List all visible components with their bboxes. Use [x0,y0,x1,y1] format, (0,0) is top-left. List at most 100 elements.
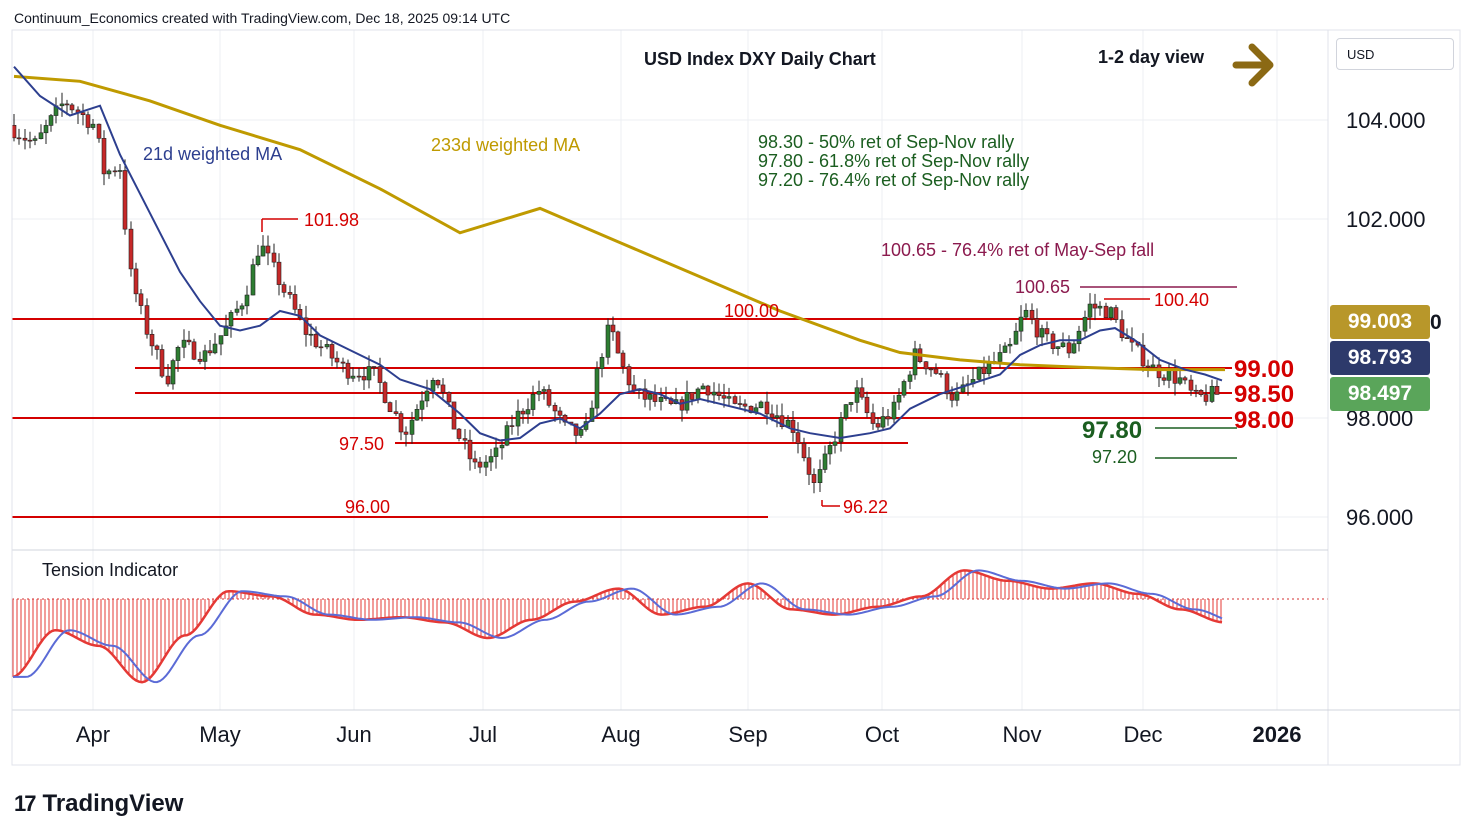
candle-body [1108,307,1114,318]
candle-body [1034,318,1040,338]
candle-body [1140,344,1146,367]
candle-body [806,457,812,475]
x-tick-label: Apr [76,722,110,747]
candle-body [610,324,616,333]
candle-body [197,358,203,362]
candle-body [324,344,330,348]
tension-indicator [12,569,1328,684]
x-tick-label: Dec [1123,722,1162,747]
candle-body [377,366,383,383]
fib-retracement-note: 98.30 - 50% ret of Sep-Nov rally [758,132,1014,152]
retracement-note: 100.65 - 76.4% ret of May-Sep fall [881,240,1154,260]
candle-body [435,380,441,386]
candle-body [536,391,542,395]
candle-body [223,325,229,336]
candle-body [128,228,134,270]
candle-body [387,402,393,413]
fib-retracement-note: 97.20 - 76.4% ret of Sep-Nov rally [758,170,1029,190]
x-tick-label: Sep [728,722,767,747]
candle-body [1119,319,1125,338]
tradingview-brand[interactable]: 17 TradingView [14,790,183,818]
candle-body [742,403,748,407]
candle-body [11,124,17,139]
chart-frame [11,29,1461,766]
candle-body [22,137,28,141]
candle-body [499,444,505,449]
candle-body [541,389,547,392]
candle-body [504,425,510,446]
candle-body [896,394,902,403]
candle-body [1082,316,1088,332]
candle-body [827,445,833,455]
candle-body [981,366,987,375]
candle-body [557,410,563,416]
level-label: 98.00 [1234,407,1294,434]
candle-body [1060,342,1066,348]
candle-body [695,388,701,400]
candle-body [758,401,764,409]
candle-body [530,393,536,410]
candle-body [207,350,213,354]
candle-body [265,245,271,254]
candle-body [409,419,415,435]
candle-body [218,335,224,345]
candle-body [27,139,33,142]
candle-body [1150,364,1156,368]
candle-body [652,394,658,402]
level-label: 100.40 [1154,290,1209,310]
candle-body [986,361,992,375]
candle-body [832,441,838,446]
candle-body [520,410,526,415]
price-tag-233ma: 99.003 [1330,305,1430,339]
candle-body [1055,346,1061,349]
price-tag-21ma: 98.793 [1330,341,1430,375]
candle-body [202,350,208,362]
candle-body [589,407,595,422]
candle-body [32,138,38,141]
candle-body [329,344,335,359]
candle-body [848,402,854,405]
candle-body [1103,305,1109,318]
candle-body [1203,394,1209,402]
candle-body [292,294,298,310]
candle-body [334,357,340,363]
candle-body [1113,307,1119,320]
candle-body [1044,328,1050,335]
candle-body [48,115,54,126]
candle-body [1071,343,1077,354]
candle-body [1182,377,1188,381]
candle-body [340,361,346,364]
level-label: 97.50 [339,434,384,454]
candle-body [1087,303,1093,318]
candle-body [281,284,287,293]
candle-body [1013,330,1019,345]
level-lines [12,218,1237,518]
candle-body [154,345,160,350]
candle-body [477,461,483,468]
candle-body [472,458,478,463]
ma233-line [13,74,1225,372]
candle-body [112,170,118,173]
candle-body [1076,330,1082,345]
candle-body [790,419,796,433]
tension-slow-line [13,569,1223,684]
candle-body [382,382,388,403]
candle-body [605,324,611,358]
candle-body [297,309,303,319]
chart-border [11,29,1461,766]
candle-body [1007,343,1013,347]
candle-body [509,425,515,427]
tradingview-logo-icon: 17 [14,791,37,816]
currency-selector[interactable]: USD [1336,38,1454,70]
candle-body [615,331,621,354]
ma21-label: 21d weighted MA [143,144,282,164]
candle-body [997,352,1003,362]
candle-body [1161,377,1167,381]
candle-body [303,317,309,335]
candle-body [456,428,462,439]
candle-body [817,469,823,483]
moving-averages [13,66,1225,442]
candle-body [345,362,351,379]
candle-body [165,375,171,385]
